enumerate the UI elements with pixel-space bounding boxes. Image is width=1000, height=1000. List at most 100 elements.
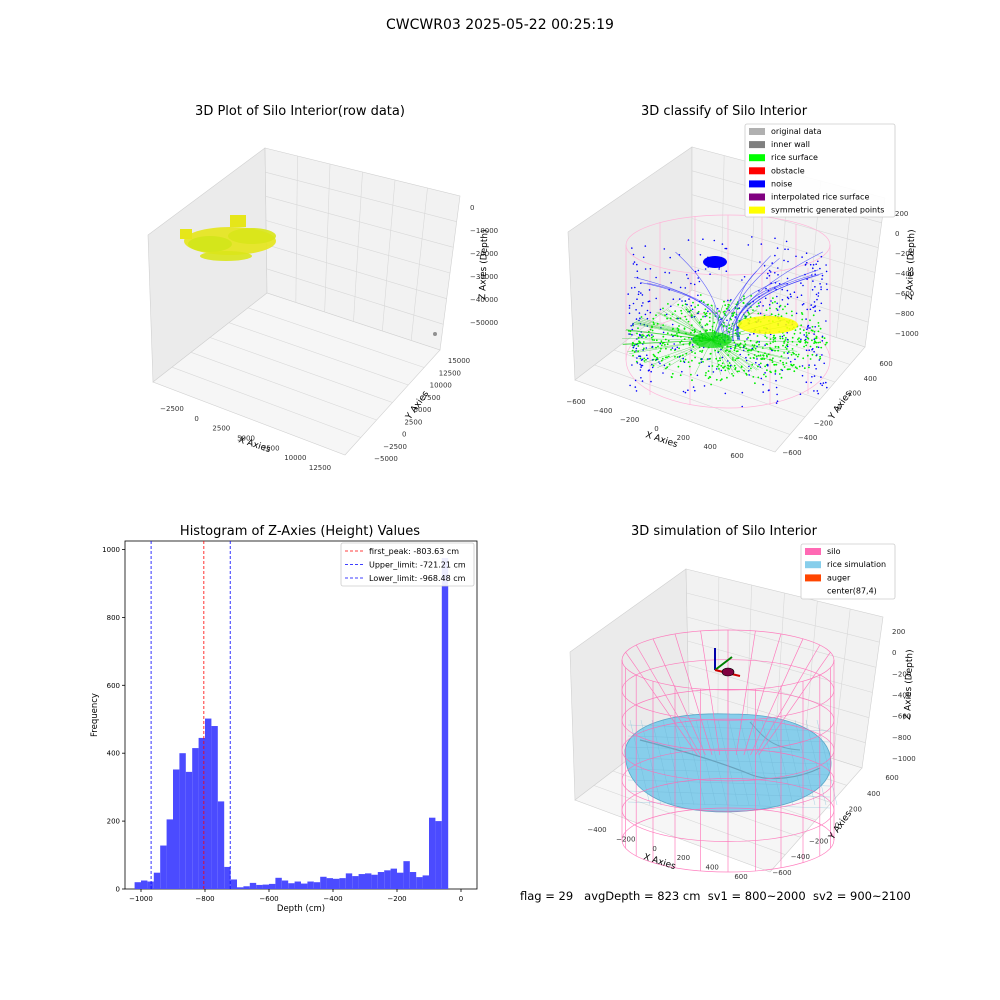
histogram-bar — [435, 821, 442, 889]
raw-y-ticks: −5000 −2500 0 2500 5000 7500 10000 12500 15000 — [374, 357, 470, 463]
simulation-plot-title: 3D simulation of Silo Interior — [631, 524, 817, 539]
histogram-bar — [403, 861, 410, 889]
histogram-bar — [288, 883, 295, 889]
histogram-bar — [294, 881, 301, 889]
histogram-bar — [358, 874, 365, 889]
raw-y-tick-label: 12500 — [439, 369, 461, 377]
classify-z-tick-label: −800 — [895, 310, 914, 318]
simulation-legend: silo rice simulation auger center(87,4) — [800, 543, 896, 600]
histogram-bar — [166, 819, 173, 889]
raw-y-tick-label: 7500 — [423, 394, 441, 402]
classify-legend-swatch — [749, 180, 765, 188]
histogram-bar — [365, 873, 372, 889]
raw-x-tick-label: 7500 — [262, 444, 280, 452]
classify-legend: original data inner wall rice surface obsta… — [744, 123, 896, 218]
status-footer: flag = 29 avgDepth = 823 cm sv1 = 800~20… — [520, 889, 911, 903]
histogram-chart: −1000 −800 −600 −400 −200 0 0 200 400 600 800 1000… — [90, 540, 478, 914]
classify-legend-swatch — [749, 193, 765, 201]
simulation-z-tick-label: −800 — [892, 734, 911, 742]
classify-y-tick-label: −400 — [798, 434, 817, 442]
simulation-z-tick-label: −200 — [892, 670, 911, 678]
histogram-threshold-lines — [150, 541, 231, 889]
histogram-bar — [301, 883, 308, 889]
histogram-x-ticks: −1000 −800 −600 −400 −200 0 — [129, 889, 463, 903]
classify-x-tick-label: 200 — [677, 434, 690, 442]
classify-legend-label: original data — [771, 127, 822, 136]
histogram-bar — [409, 872, 417, 889]
histogram-y-tick-label: 400 — [107, 750, 120, 758]
simulation-legend-swatch — [805, 548, 821, 555]
silo-wireframe — [621, 630, 835, 873]
classify-plot-title: 3D classify of Silo Interior — [640, 104, 808, 119]
histogram-bar — [377, 872, 385, 889]
classify-y-tick-label: −200 — [814, 419, 833, 427]
histogram-bar — [198, 737, 205, 889]
classify-y-tick-label: 200 — [848, 390, 861, 398]
histogram-bar — [173, 769, 180, 889]
histogram-bar — [275, 877, 282, 889]
histogram-bar — [192, 748, 199, 889]
raw-z-tick-label: −50000 — [470, 319, 498, 327]
simulation-legend-swatch — [805, 561, 821, 569]
classify-legend-label: noise — [771, 179, 792, 188]
classify-y-tick-label: 400 — [864, 375, 877, 383]
histogram-bar — [281, 880, 289, 889]
raw-y-tick-label: −5000 — [374, 455, 398, 463]
simulation-z-tick-label: −1000 — [892, 755, 916, 763]
raw-y-tick-label: 0 — [402, 431, 406, 439]
raw-z-tick-label: 0 — [470, 204, 474, 212]
histogram-y-tick-label: 800 — [107, 614, 120, 622]
histogram-bar — [384, 870, 391, 889]
histogram-x-tick-label: −400 — [323, 895, 342, 903]
simulation-z-tick-label: −600 — [892, 713, 911, 721]
histogram-legend-label: Upper_limit: -721.21 cm — [369, 561, 466, 570]
raw-axes-panes — [147, 147, 461, 456]
simulation-legend-swatch — [805, 574, 821, 582]
classify-legend-label: rice surface — [771, 153, 818, 162]
histogram-bar — [224, 866, 231, 889]
simulation-y-tick-label: 0 — [835, 822, 839, 830]
raw-z-tick-label: −10000 — [470, 227, 498, 235]
histogram-bar — [345, 873, 353, 889]
classify-z-tick-label: −200 — [895, 250, 914, 258]
figure-title: CWCWR03 2025-05-22 00:25:19 — [386, 17, 614, 33]
histogram-bar — [237, 887, 244, 889]
histogram-bar — [320, 876, 327, 889]
simulation-z-tick-label: 0 — [892, 649, 896, 657]
raw-x-tick-label: 5000 — [237, 435, 255, 443]
histogram-bar — [230, 879, 237, 889]
classify-y-tick-label: 0 — [837, 405, 841, 413]
simulation-legend-label: rice simulation — [827, 560, 886, 569]
simulation-z-tick-label: 200 — [892, 628, 905, 636]
histogram-x-tick-label: −800 — [195, 895, 214, 903]
sv1-value: sv1 = 800~2000 — [707, 889, 806, 903]
classify-z-tick-label: −1000 — [895, 330, 919, 338]
simulation-y-tick-label: 600 — [885, 774, 898, 782]
raw-x-tick-label: 0 — [194, 415, 198, 423]
raw-z-label: Z Axies (Depth) — [478, 229, 490, 300]
histogram-bar — [147, 881, 154, 889]
classify-x-tick-label: 600 — [730, 452, 743, 460]
simulation-z-ticks: 200 0 −200 −400 −600 −800 −1000 — [892, 628, 916, 763]
simulation-y-ticks: −600−400 −200 0 200 400 600 — [772, 774, 898, 877]
histogram-bar — [416, 877, 423, 889]
classify-x-tick-label: −400 — [593, 407, 612, 415]
histogram-y-tick-label: 0 — [116, 886, 120, 894]
simulation-legend-label: silo — [827, 547, 841, 556]
classify-legend-label: interpolated rice surface — [771, 193, 869, 202]
raw-plot-title: 3D Plot of Silo Interior(row data) — [195, 104, 405, 119]
classify-z-tick-label: −400 — [895, 270, 914, 278]
classify-y-tick-label: −600 — [782, 449, 801, 457]
simulation-x-tick-label: 400 — [706, 864, 719, 872]
histogram-y-ticks: 0 200 400 600 800 1000 — [102, 546, 125, 894]
simulation-x-tick-label: 0 — [652, 845, 656, 853]
histogram-x-tick-label: 0 — [459, 895, 463, 903]
classify-z-label: Z Axies (Depth) — [905, 229, 917, 300]
histogram-bar — [262, 884, 269, 889]
histogram-bar — [185, 771, 193, 889]
classify-x-tick-label: 0 — [654, 425, 658, 433]
sv2-value: sv2 = 900~2100 — [812, 889, 911, 903]
classify-x-tick-label: −600 — [566, 398, 585, 406]
